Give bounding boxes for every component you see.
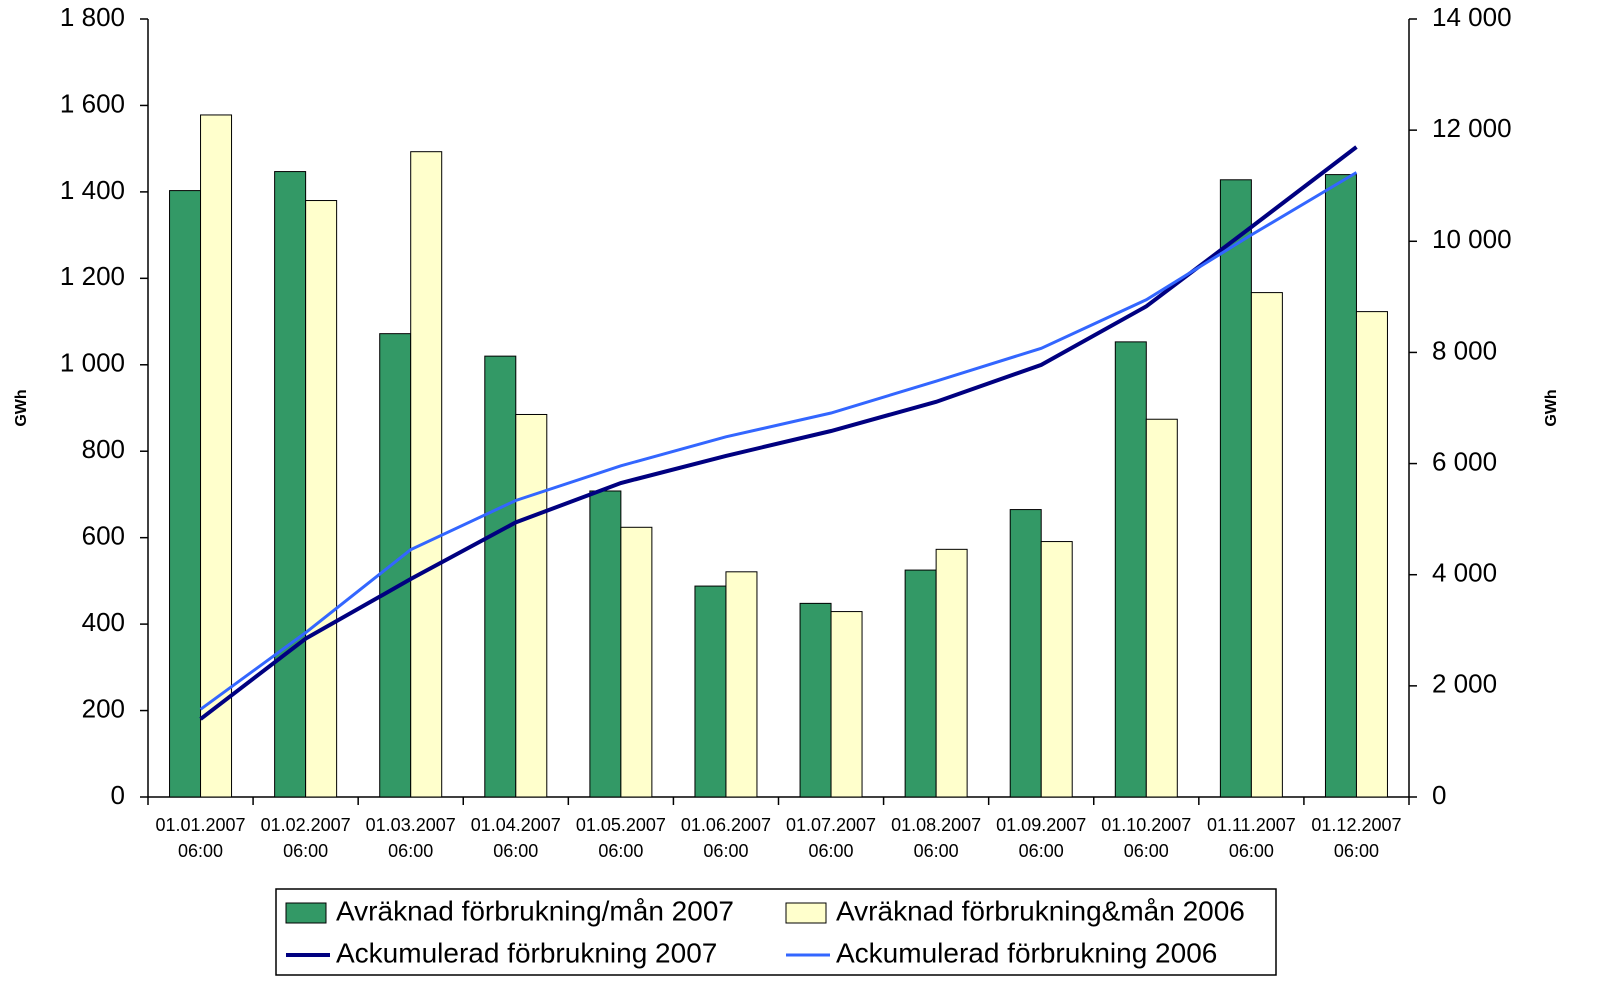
- x-tick-label: 01.04.2007 06:00: [470, 815, 561, 861]
- bar: [830, 611, 863, 798]
- line: [199, 171, 1358, 711]
- y-tick-label: 1 800: [60, 2, 125, 32]
- bar: [515, 413, 548, 798]
- y-tick-label: 1 200: [60, 261, 125, 291]
- y-tick-label: 800: [82, 434, 125, 464]
- y2-tick-label: 8 000: [1432, 335, 1497, 365]
- bar: [589, 490, 622, 798]
- bar: [1219, 179, 1252, 798]
- bar: [725, 571, 758, 798]
- y2-tick-label: 2 000: [1432, 669, 1497, 699]
- y-tick-label: 400: [82, 607, 125, 637]
- bar: [379, 333, 412, 798]
- x-tick-label: 01.08.2007 06:00: [891, 815, 982, 861]
- bar: [1145, 418, 1178, 798]
- bar: [799, 602, 832, 798]
- x-tick-label: 01.06.2007 06:00: [680, 815, 771, 861]
- y-tick-label: 200: [82, 693, 125, 723]
- bar: [620, 526, 653, 798]
- x-tick-label: 01.10.2007 06:00: [1101, 815, 1192, 861]
- x-tick-label: 01.02.2007 06:00: [260, 815, 351, 861]
- x-tick-label: 01.07.2007 06:00: [785, 815, 877, 861]
- x-tick-label: 01.01.2007 06:00: [155, 815, 246, 861]
- y2-tick-label: 4 000: [1432, 558, 1497, 588]
- bar: [410, 151, 443, 798]
- legend-label: Ackumulerad förbrukning 2007: [336, 937, 717, 968]
- line: [199, 145, 1358, 721]
- bar: [1355, 311, 1388, 798]
- bar: [1324, 174, 1357, 798]
- y2-tick-label: 0: [1432, 780, 1446, 810]
- bar: [274, 171, 307, 798]
- bar: [484, 355, 517, 798]
- bar: [305, 200, 338, 798]
- y-tick-label: 600: [82, 521, 125, 551]
- x-tick-label: 01.11.2007 06:00: [1206, 815, 1296, 861]
- y2-tick-label: 6 000: [1432, 446, 1497, 476]
- y-axis-label: GWh: [13, 389, 30, 426]
- x-tick-label: 01.03.2007 06:00: [365, 815, 456, 861]
- y-tick-label: 1 400: [60, 175, 125, 205]
- x-tick-label: 01.05.2007 06:00: [575, 815, 666, 861]
- legend-label: Avräknad förbrukning/mån 2007: [336, 895, 734, 926]
- bar: [694, 585, 727, 798]
- y-tick-label: 0: [111, 780, 125, 810]
- y-tick-label: 1 000: [60, 348, 125, 378]
- bar: [1040, 541, 1073, 798]
- bar: [1009, 509, 1042, 798]
- legend-swatch: [285, 902, 327, 924]
- y2-tick-label: 14 000: [1432, 2, 1512, 32]
- bar: [1114, 341, 1147, 798]
- legend-swatch: [785, 902, 827, 924]
- bar: [1250, 292, 1283, 798]
- y2-tick-label: 10 000: [1432, 224, 1512, 254]
- legend-box: [275, 888, 1277, 976]
- x-tick-label: 01.12.2007 06:00: [1311, 815, 1402, 861]
- y2-axis-label: GWh: [1543, 389, 1560, 426]
- y2-tick-label: 12 000: [1432, 113, 1512, 143]
- bar: [935, 548, 968, 798]
- bar: [904, 569, 937, 798]
- y-tick-label: 1 600: [60, 88, 125, 118]
- bar: [200, 114, 233, 798]
- legend-label: Avräknad förbrukning&mån 2006: [836, 895, 1245, 926]
- legend-label: Ackumulerad förbrukning 2006: [836, 937, 1217, 968]
- bar: [169, 190, 202, 798]
- x-tick-label: 01.09.2007 06:00: [996, 815, 1087, 861]
